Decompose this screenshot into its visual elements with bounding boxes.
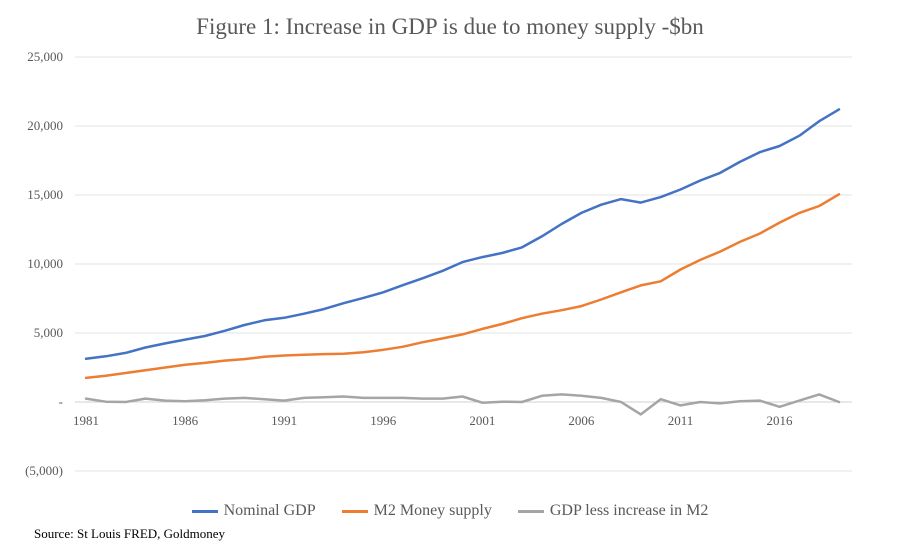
x-tick-label: 1996 — [370, 413, 397, 428]
source-note: Source: St Louis FRED, Goldmoney — [34, 526, 226, 541]
chart-title: Figure 1: Increase in GDP is due to mone… — [196, 14, 704, 39]
legend: Nominal GDP M2 Money supply GDP less incre… — [0, 502, 900, 520]
x-tick-label: 1991 — [271, 413, 297, 428]
y-tick-label: - — [59, 394, 63, 409]
legend-swatch — [341, 509, 368, 513]
x-tick-label: 1986 — [172, 413, 199, 428]
gridlines — [75, 56, 852, 472]
x-axis: 1981 1986 1991 1996 2001 2006 2011 2016 — [73, 413, 793, 428]
series-lines — [84, 108, 841, 416]
series-line-3 — [84, 393, 841, 416]
y-tick-label: (5,000) — [25, 463, 63, 478]
x-tick-label: 1981 — [73, 413, 99, 428]
legend-label: GDP less increase in M2 — [549, 502, 709, 519]
legend-label: M2 Money supply — [373, 502, 492, 519]
legend-item: GDP less increase in M2 — [517, 502, 709, 520]
x-tick-label: 2006 — [568, 413, 595, 428]
y-tick-label: 10,000 — [27, 256, 63, 271]
x-tick-label: 2016 — [767, 413, 794, 428]
line-chart: (5,000) - 5,000 10,000 15,000 20,000 25,000 19… — [25, 49, 852, 478]
y-tick-label: 25,000 — [27, 49, 63, 64]
y-axis: (5,000) - 5,000 10,000 15,000 20,000 25,000 — [25, 49, 63, 478]
series-line-2 — [84, 193, 841, 380]
x-tick-label: 2001 — [469, 413, 495, 428]
legend-label: Nominal GDP — [223, 502, 316, 519]
y-tick-label: 15,000 — [27, 187, 63, 202]
legend-item: M2 Money supply — [341, 502, 492, 520]
x-tick-label: 2011 — [668, 413, 694, 428]
legend-swatch — [517, 509, 544, 513]
legend-item: Nominal GDP — [191, 502, 316, 520]
legend-swatch — [191, 509, 218, 513]
y-tick-label: 20,000 — [27, 118, 63, 133]
y-tick-label: 5,000 — [34, 325, 63, 340]
series-line-1 — [84, 108, 841, 361]
